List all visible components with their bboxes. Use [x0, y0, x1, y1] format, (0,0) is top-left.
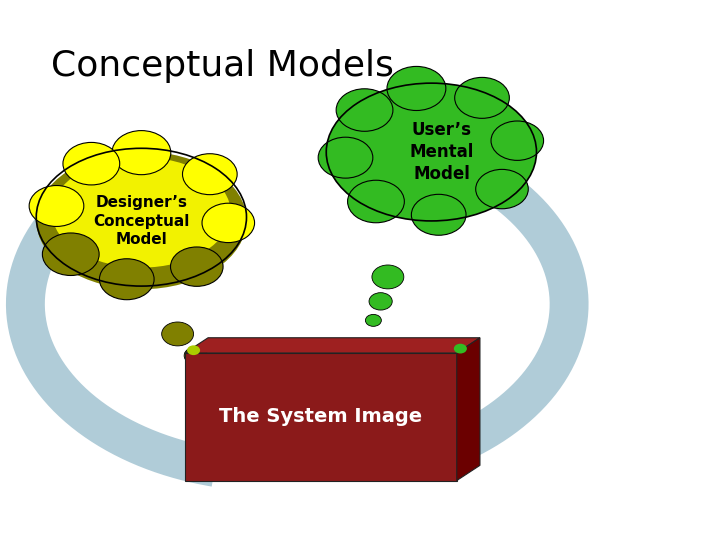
Circle shape: [411, 194, 466, 235]
Circle shape: [202, 203, 254, 243]
Circle shape: [491, 121, 544, 160]
Circle shape: [183, 154, 237, 194]
Circle shape: [170, 247, 223, 286]
Ellipse shape: [326, 83, 536, 221]
Circle shape: [455, 78, 510, 118]
Ellipse shape: [52, 157, 231, 268]
Circle shape: [63, 142, 120, 185]
Circle shape: [454, 344, 467, 353]
Circle shape: [42, 233, 99, 275]
Circle shape: [318, 137, 373, 178]
Text: Conceptual Models: Conceptual Models: [51, 49, 394, 83]
Circle shape: [369, 293, 392, 310]
Ellipse shape: [36, 151, 247, 289]
Circle shape: [187, 345, 200, 355]
Circle shape: [184, 347, 207, 364]
Circle shape: [29, 186, 84, 226]
Circle shape: [347, 180, 405, 223]
Polygon shape: [185, 353, 457, 481]
Polygon shape: [457, 338, 480, 481]
Circle shape: [112, 130, 171, 175]
Text: Designer’s
Conceptual
Model: Designer’s Conceptual Model: [94, 195, 189, 247]
Circle shape: [206, 366, 222, 378]
Text: User’s
Mental
Model: User’s Mental Model: [410, 121, 474, 183]
Polygon shape: [185, 338, 480, 353]
Circle shape: [99, 259, 154, 300]
Circle shape: [336, 89, 393, 131]
Circle shape: [365, 314, 381, 326]
Circle shape: [476, 169, 529, 209]
Circle shape: [387, 66, 446, 111]
Circle shape: [372, 265, 404, 289]
Text: The System Image: The System Image: [219, 407, 423, 426]
Circle shape: [162, 322, 194, 346]
